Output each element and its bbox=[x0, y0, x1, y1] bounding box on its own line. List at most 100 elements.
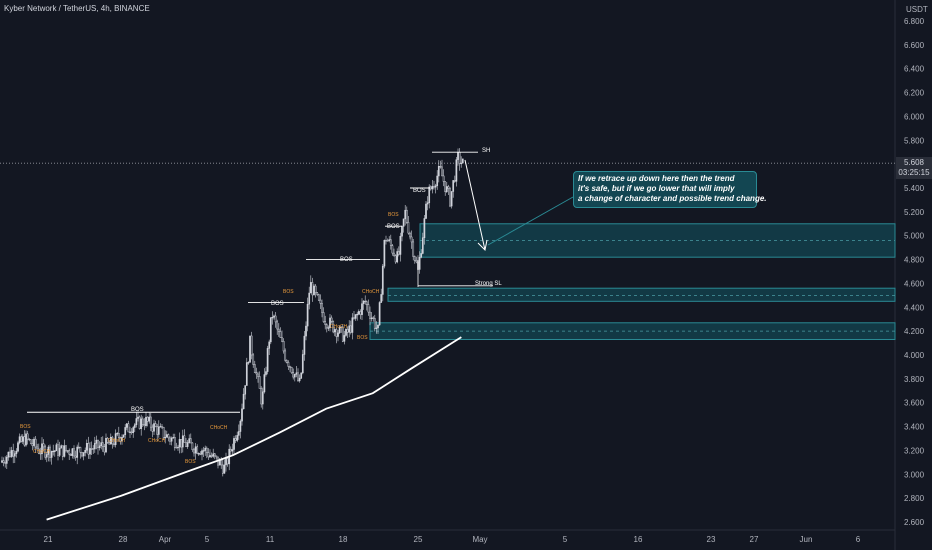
candle-body bbox=[44, 446, 47, 458]
candle-body bbox=[404, 209, 407, 220]
candle-body bbox=[65, 445, 67, 451]
candle-body bbox=[199, 453, 202, 455]
small-structure-label: BOS bbox=[283, 289, 294, 295]
candle-body bbox=[122, 434, 125, 438]
candle-body bbox=[300, 372, 303, 379]
x-tick-label: 27 bbox=[750, 535, 759, 544]
candle-body bbox=[55, 444, 58, 452]
candle-body bbox=[330, 317, 333, 322]
candle-body bbox=[196, 446, 199, 454]
candle-body bbox=[157, 426, 160, 435]
candle-body bbox=[452, 180, 455, 192]
x-tick-label: 21 bbox=[44, 535, 53, 544]
y-tick-label: 6.200 bbox=[904, 89, 925, 98]
candle-body bbox=[53, 450, 56, 452]
candle-body bbox=[185, 442, 187, 447]
candle-body bbox=[461, 158, 464, 164]
candle-body bbox=[108, 442, 111, 445]
candle-body bbox=[175, 447, 178, 449]
candle-body bbox=[89, 448, 91, 455]
candle-body bbox=[100, 442, 103, 446]
candle-body bbox=[188, 438, 191, 443]
annotation-note[interactable]: If we retrace up down here then the tren… bbox=[573, 171, 767, 208]
candle-body bbox=[12, 450, 15, 457]
demand-zones bbox=[369, 223, 896, 340]
x-tick-label: 18 bbox=[339, 535, 348, 544]
y-tick-label: 5.800 bbox=[904, 136, 925, 145]
candle-body bbox=[47, 446, 50, 455]
small-structure-label: BOS bbox=[388, 212, 399, 218]
candles bbox=[1, 148, 464, 477]
x-axis[interactable]: 21 28 Apr 5 11 18 25 May 5 16 23 27 Jun 6 bbox=[44, 535, 861, 544]
candle-body bbox=[357, 311, 360, 315]
y-tick-label: 6.000 bbox=[904, 112, 925, 121]
candle-body bbox=[156, 426, 159, 435]
candle-body bbox=[7, 451, 10, 458]
candle-body bbox=[333, 329, 336, 333]
candle-body bbox=[257, 373, 259, 377]
candle-body bbox=[337, 332, 339, 337]
candle-body bbox=[205, 447, 208, 453]
candle-body bbox=[34, 438, 37, 448]
bar-countdown: 03:25:15 bbox=[898, 168, 930, 177]
x-tick-label: 5 bbox=[563, 535, 568, 544]
candle-body bbox=[305, 325, 307, 337]
candle-body bbox=[82, 452, 85, 457]
candle-body bbox=[133, 424, 136, 428]
x-tick-label: 5 bbox=[205, 535, 210, 544]
bos-label: BOS bbox=[387, 224, 400, 230]
y-axis[interactable]: 6.8006.6006.4006.2006.0005.8005.6005.400… bbox=[904, 17, 925, 527]
candle-body bbox=[161, 426, 163, 428]
candle-body bbox=[215, 455, 218, 458]
currency-unit: USDT bbox=[906, 5, 928, 14]
candle-body bbox=[397, 251, 400, 255]
candle-body bbox=[410, 236, 413, 243]
candle-body bbox=[245, 362, 248, 386]
candle-body bbox=[151, 426, 154, 432]
candle-body bbox=[170, 437, 173, 442]
candle-body bbox=[274, 315, 277, 323]
candle-body bbox=[389, 239, 392, 246]
candle-body bbox=[105, 437, 107, 453]
candle-body bbox=[132, 427, 135, 433]
small-structure-label: CHoCH bbox=[108, 438, 126, 444]
candle-body bbox=[285, 360, 288, 363]
candle-body bbox=[253, 364, 256, 374]
candle-body bbox=[9, 451, 11, 457]
x-tick-label: 23 bbox=[707, 535, 716, 544]
x-tick-label: 11 bbox=[266, 535, 275, 544]
candle-body bbox=[125, 423, 128, 428]
candle-body bbox=[367, 304, 370, 313]
candle-body bbox=[364, 300, 367, 303]
candle-body bbox=[68, 450, 71, 455]
candle-body bbox=[193, 449, 195, 454]
candle-body bbox=[226, 458, 229, 465]
candle-body bbox=[189, 438, 192, 444]
candle-body bbox=[409, 232, 411, 238]
candle-body bbox=[113, 443, 115, 445]
candle-body bbox=[95, 439, 98, 444]
candle-body bbox=[281, 337, 283, 342]
candle-body bbox=[402, 218, 405, 227]
small-structure-label: CHoCH bbox=[210, 425, 228, 431]
small-structure-label: CHoCH bbox=[33, 449, 51, 455]
candle-body bbox=[33, 438, 35, 446]
small-structure-label: CHoCH bbox=[330, 324, 348, 330]
bos-label: BOS bbox=[271, 301, 284, 307]
candle-body bbox=[295, 372, 298, 375]
candle-body bbox=[204, 447, 207, 451]
candle-body bbox=[317, 294, 320, 301]
candle-body bbox=[306, 303, 309, 327]
candle-body bbox=[255, 372, 258, 375]
candle-body bbox=[348, 325, 351, 333]
candle-body bbox=[124, 427, 127, 435]
chart-title[interactable]: Kyber Network / TetherUS, 4h, BINANCE bbox=[4, 4, 150, 13]
candle-body bbox=[266, 348, 269, 372]
x-tick-label: 25 bbox=[414, 535, 423, 544]
last-price-tag: 5.608 03:25:15 bbox=[896, 157, 932, 179]
candle-body bbox=[401, 226, 403, 237]
candle-body bbox=[282, 341, 285, 352]
candle-body bbox=[321, 303, 323, 313]
candle-body bbox=[209, 455, 211, 458]
